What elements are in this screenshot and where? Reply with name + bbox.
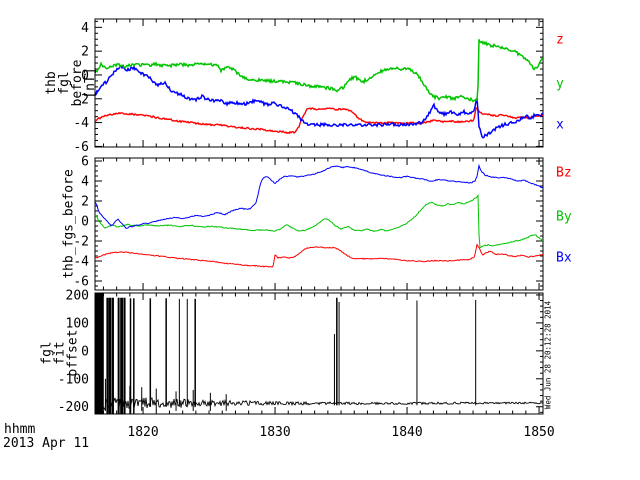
y-tick-label-p1: 4 bbox=[81, 21, 89, 36]
panel-frame-p1 bbox=[94, 18, 544, 148]
panel-p1: 4 2 0 -2 -4 -6 bbox=[73, 18, 544, 155]
x-tick-label: 1840 bbox=[391, 425, 422, 440]
panel-p3: 200 100 0 -100 -200 bbox=[58, 288, 544, 415]
series-offset bbox=[95, 395, 543, 411]
y-tick-label-p3: -200 bbox=[58, 400, 89, 415]
y-tick-label-p3: -100 bbox=[58, 372, 89, 387]
y-tick-label-p1: -2 bbox=[73, 92, 89, 107]
y-tick-label-p1: -6 bbox=[73, 140, 89, 155]
y-tick-label-p3: 0 bbox=[81, 344, 89, 359]
series-y bbox=[95, 39, 543, 103]
series-z bbox=[95, 107, 543, 135]
y-tick-label-p2: -6 bbox=[73, 275, 89, 290]
series-By bbox=[95, 193, 543, 249]
y-tick-label-p2: 0 bbox=[81, 215, 89, 230]
x-tick-label: 1820 bbox=[127, 425, 158, 440]
y-tick-label-p2: 4 bbox=[81, 175, 89, 190]
y-tick-label-p2: -2 bbox=[73, 235, 89, 250]
y-tick-label-p2: 2 bbox=[81, 195, 89, 210]
series-Bz bbox=[95, 243, 543, 268]
y-tick-label-p1: 2 bbox=[81, 45, 89, 60]
y-tick-label-p1: -4 bbox=[73, 116, 89, 131]
y-tick-label-p3: 100 bbox=[66, 316, 89, 331]
series-Bx bbox=[95, 163, 543, 229]
panel-frame-p2 bbox=[94, 157, 544, 291]
x-tick-label: 1850 bbox=[523, 425, 554, 440]
series-x bbox=[95, 64, 543, 139]
y-tick-label-p2: -4 bbox=[73, 255, 89, 270]
panel-p2: 6 4 2 0 -2 -4 -6 bbox=[73, 155, 544, 291]
x-tick-label: 1830 bbox=[259, 425, 290, 440]
y-tick-label-p2: 6 bbox=[81, 155, 89, 170]
y-tick-label-p3: 200 bbox=[66, 288, 89, 303]
y-tick-label-p1: 0 bbox=[81, 68, 89, 83]
